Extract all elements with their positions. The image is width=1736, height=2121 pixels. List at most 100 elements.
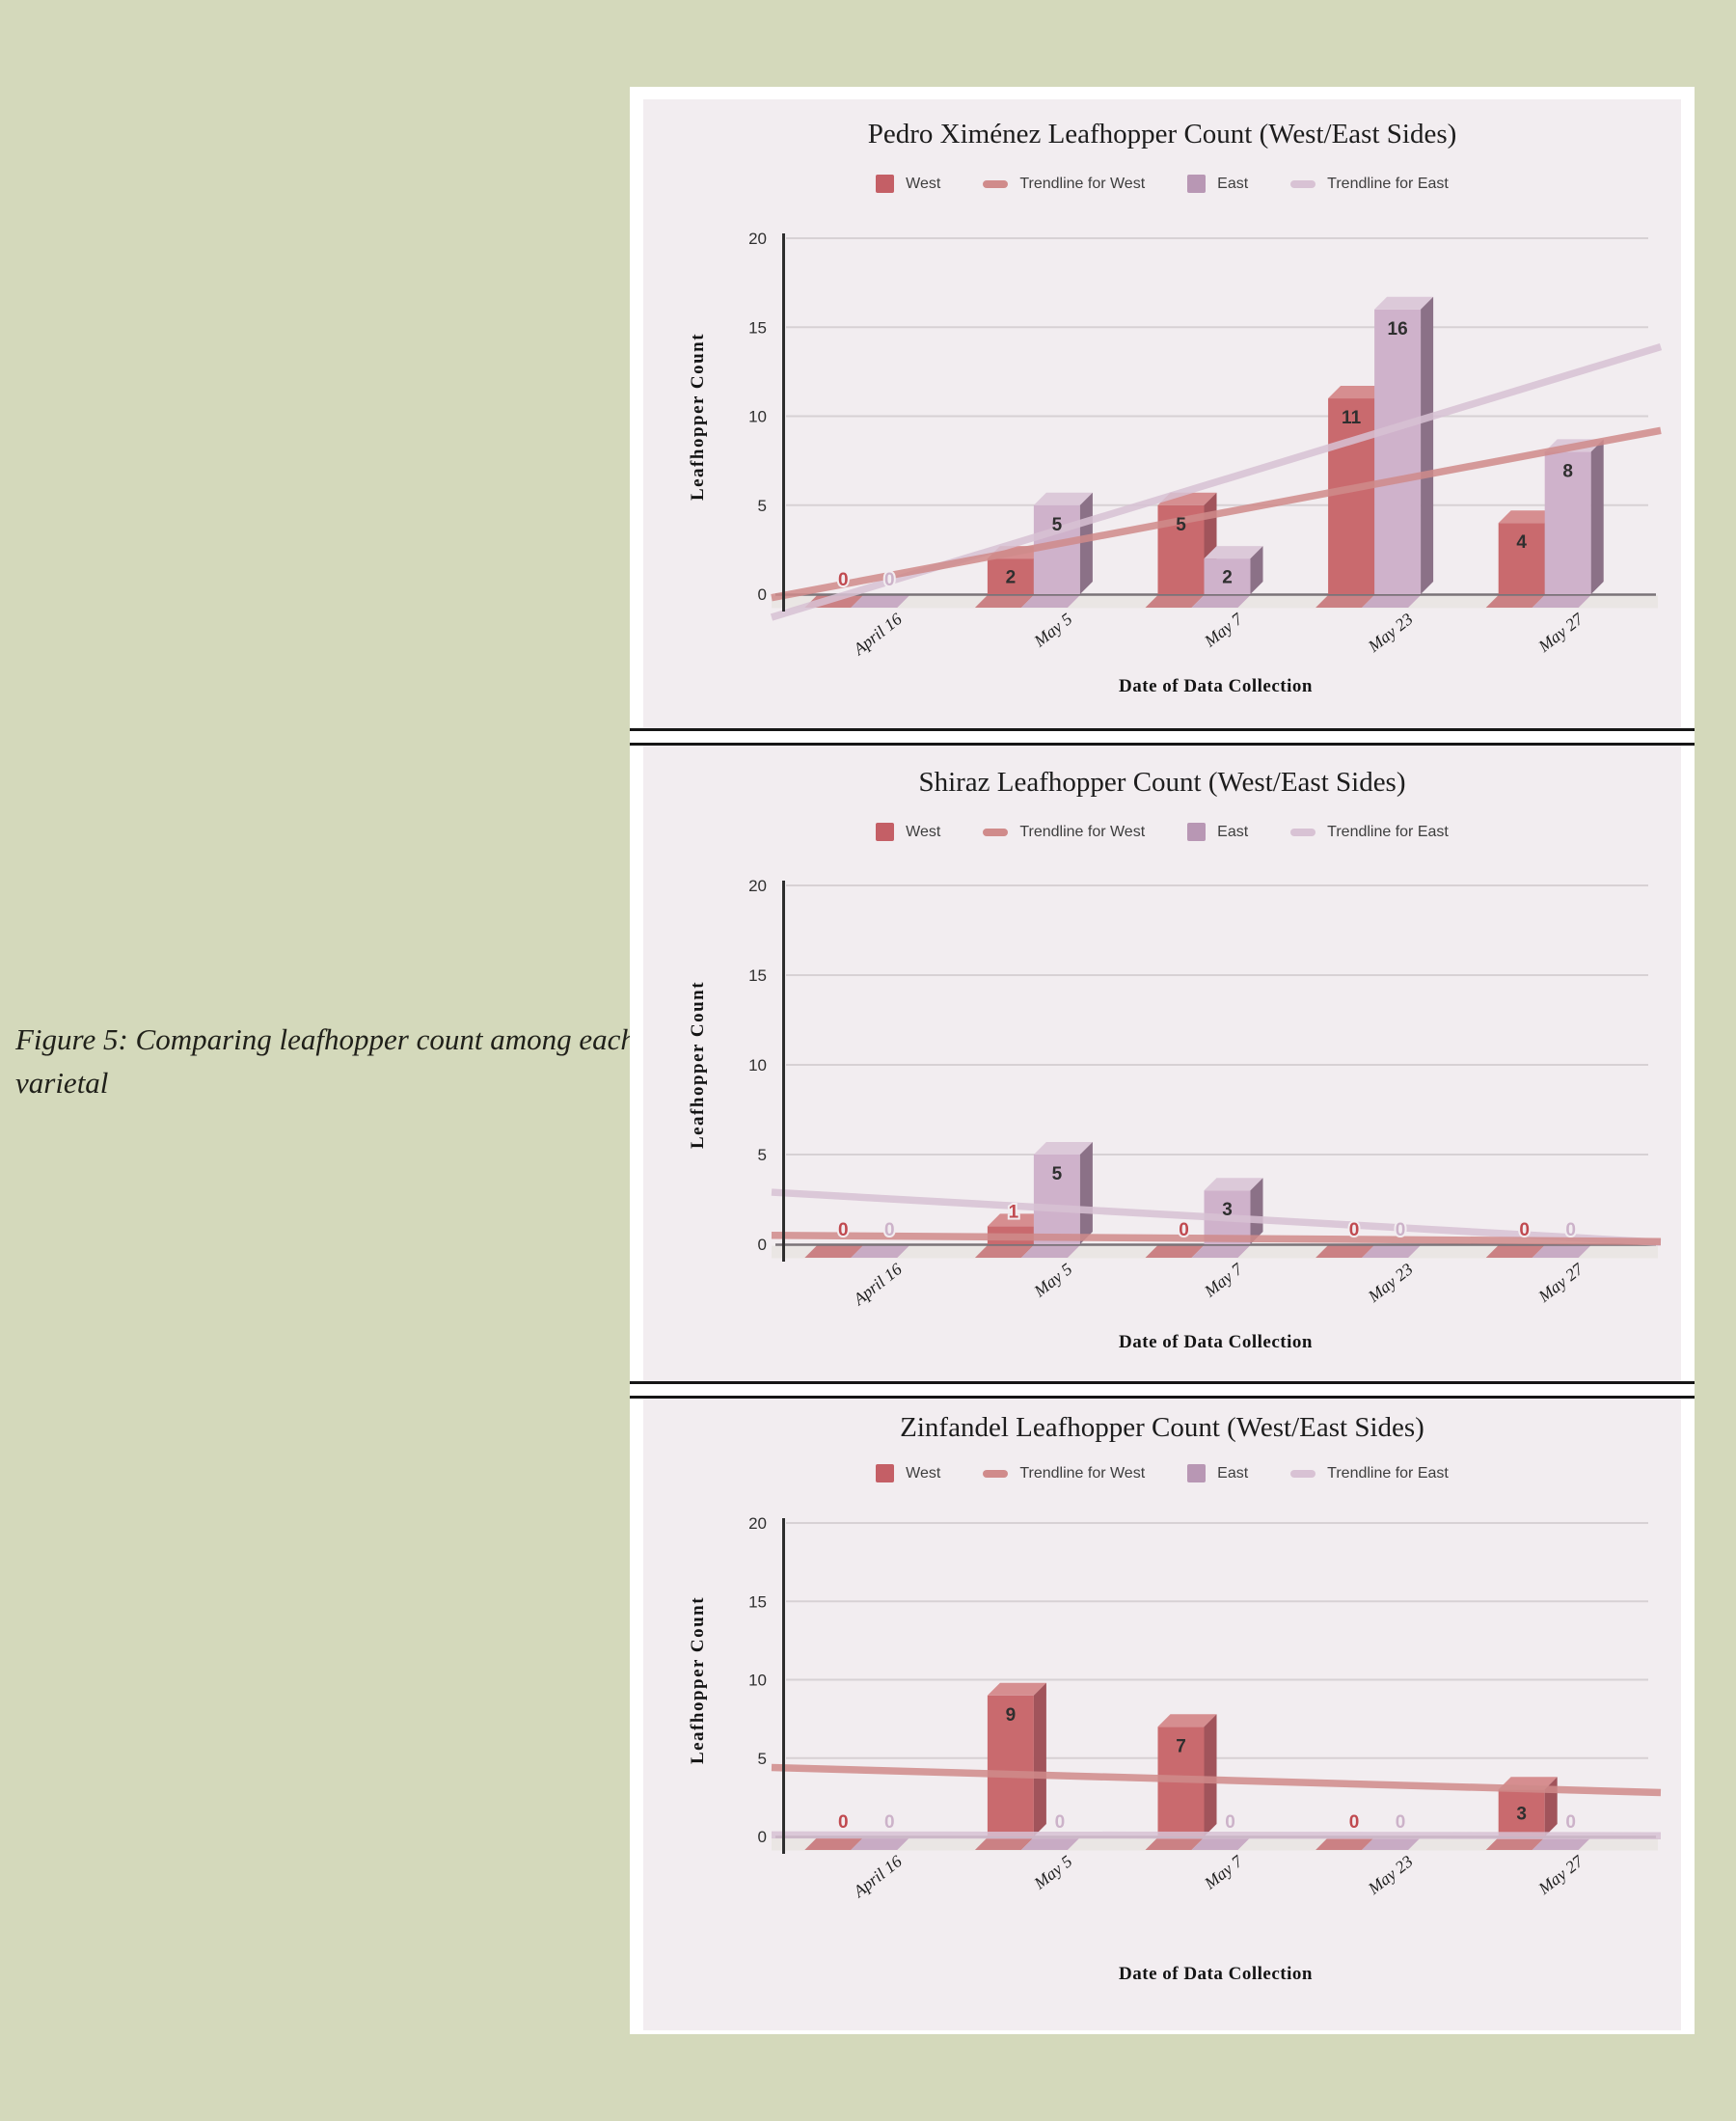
value-label: 0 xyxy=(1519,1220,1530,1240)
west-series-swatch-icon xyxy=(876,175,895,193)
x-date-label: May 23 xyxy=(1364,1259,1417,1306)
west-bar-floor xyxy=(1316,1245,1375,1258)
east-bar-side xyxy=(1079,492,1093,594)
legend-label-east: East xyxy=(1217,823,1249,840)
legend-item-trendline-west: Trendline for West xyxy=(983,1465,1145,1482)
legend-label-trendline-west: Trendline for West xyxy=(1019,823,1146,840)
x-date-label: April 16 xyxy=(849,1851,906,1901)
y-tick-label: 15 xyxy=(748,966,767,985)
east-bar-floor xyxy=(1532,595,1591,608)
value-label: 5 xyxy=(1052,515,1063,535)
legend-label-trendline-west: Trendline for West xyxy=(1019,1464,1146,1482)
east-bar-floor xyxy=(851,1837,910,1850)
east-bar xyxy=(1374,309,1422,594)
x-axis-title: Date of Data Collection xyxy=(1119,1964,1313,1984)
east-bar xyxy=(1204,558,1251,594)
value-label: 0 xyxy=(1225,1812,1235,1833)
west-bar xyxy=(987,558,1034,594)
x-date-label: May 27 xyxy=(1533,609,1587,657)
x-axis-title: Date of Data Collection xyxy=(1119,676,1313,696)
west-bar-floor xyxy=(974,1245,1034,1258)
value-label: 0 xyxy=(1565,1812,1576,1833)
legend-item-trendline-east: Trendline for East xyxy=(1290,176,1449,193)
x-date-label: May 7 xyxy=(1200,609,1247,651)
west-bar-floor xyxy=(1485,1837,1545,1850)
value-label: 3 xyxy=(1222,1200,1233,1220)
value-label: 0 xyxy=(884,1220,895,1240)
x-date-label: May 5 xyxy=(1029,609,1075,651)
east-bar-floor xyxy=(1191,1837,1251,1850)
y-tick-label: 5 xyxy=(758,1146,767,1164)
y-tick-label: 15 xyxy=(748,318,767,337)
west-bar-top xyxy=(987,1213,1046,1227)
value-label: 11 xyxy=(1342,408,1362,428)
y-tick-label: 0 xyxy=(758,1828,767,1846)
value-label: 0 xyxy=(1349,1220,1360,1240)
east-bar-top xyxy=(1204,546,1263,559)
west-bar-floor xyxy=(1316,595,1375,608)
value-label: 0 xyxy=(1396,1812,1406,1833)
east-bar-side xyxy=(1250,1178,1263,1244)
value-label: 3 xyxy=(1516,1805,1527,1825)
west-bar-top xyxy=(1157,1714,1217,1727)
legend-item-east: East xyxy=(1187,175,1248,193)
value-label: 4 xyxy=(1516,532,1527,553)
west-bar-side xyxy=(1033,1682,1046,1836)
legend-label-trendline-east: Trendline for East xyxy=(1327,823,1449,840)
west-trendline xyxy=(771,1763,1662,1797)
x-date-label: May 27 xyxy=(1533,1851,1587,1899)
chart-legend: West Trendline for West East Trendline f… xyxy=(643,1464,1681,1482)
legend-item-east: East xyxy=(1187,1464,1248,1482)
west-bar-floor xyxy=(974,595,1034,608)
west-bar xyxy=(1328,398,1375,594)
west-bar-floor xyxy=(1145,1837,1205,1850)
west-trendline xyxy=(771,1231,1662,1245)
value-label: 0 xyxy=(884,1812,895,1833)
x-date-label: May 5 xyxy=(1029,1259,1075,1301)
value-label: 7 xyxy=(1176,1736,1186,1756)
east-trendline xyxy=(771,1188,1662,1246)
value-label: 2 xyxy=(1006,568,1017,588)
west-bar-top xyxy=(1498,510,1558,524)
value-label: 0 xyxy=(1565,1220,1576,1240)
chart-panel-shiraz: Shiraz Leafhopper Count (West/East Sides… xyxy=(643,746,1681,1381)
east-bar-floor xyxy=(1362,595,1422,608)
east-series-swatch-icon xyxy=(1187,175,1207,193)
east-bar-floor xyxy=(1532,1837,1591,1850)
legend-label-trendline-east: Trendline for East xyxy=(1327,175,1449,192)
legend-label-west: West xyxy=(906,823,941,840)
value-label: 0 xyxy=(838,1812,849,1833)
west-trendline-swatch-icon xyxy=(983,1469,1009,1478)
east-trendline-swatch-icon xyxy=(1290,179,1316,188)
west-trendline xyxy=(771,426,1662,602)
chart-panel-zinfandel: Zinfandel Leafhopper Count (West/East Si… xyxy=(643,1399,1681,2030)
x-date-label: May 7 xyxy=(1200,1259,1247,1301)
east-trendline-swatch-icon xyxy=(1290,1469,1316,1478)
value-label: 0 xyxy=(884,570,895,590)
value-label: 0 xyxy=(838,570,849,590)
x-date-label: April 16 xyxy=(849,1259,906,1309)
y-tick-label: 20 xyxy=(748,230,767,248)
y-tick-label: 10 xyxy=(748,1056,767,1074)
west-bar-top xyxy=(987,1682,1046,1696)
east-bar-floor xyxy=(1362,1837,1422,1850)
east-bar-top xyxy=(1033,492,1093,505)
x-axis-title: Date of Data Collection xyxy=(1119,1332,1313,1352)
west-bar-floor xyxy=(1145,595,1205,608)
chart-title: Pedro Ximénez Leafhopper Count (West/Eas… xyxy=(867,119,1457,150)
value-label: 0 xyxy=(1349,1812,1360,1833)
east-bar-floor xyxy=(1020,1245,1080,1258)
y-tick-label: 20 xyxy=(748,877,767,895)
east-bar-floor xyxy=(1532,1245,1591,1258)
chart-panel-pedro-ximenez: Pedro Ximénez Leafhopper Count (West/Eas… xyxy=(643,99,1681,728)
y-tick-label: 5 xyxy=(758,497,767,515)
east-bar-floor xyxy=(1020,1837,1080,1850)
legend-item-west: West xyxy=(876,1464,940,1482)
east-series-swatch-icon xyxy=(1187,823,1207,841)
east-bar-floor xyxy=(1191,1245,1251,1258)
west-trendline-swatch-icon xyxy=(983,179,1009,188)
bar-plot: 0 2 5 11 4 0 5 2 16 8 0 5 10 15 20 April 16 May 5 May 7 Ma… xyxy=(748,230,1663,659)
west-bar xyxy=(1498,1789,1545,1836)
